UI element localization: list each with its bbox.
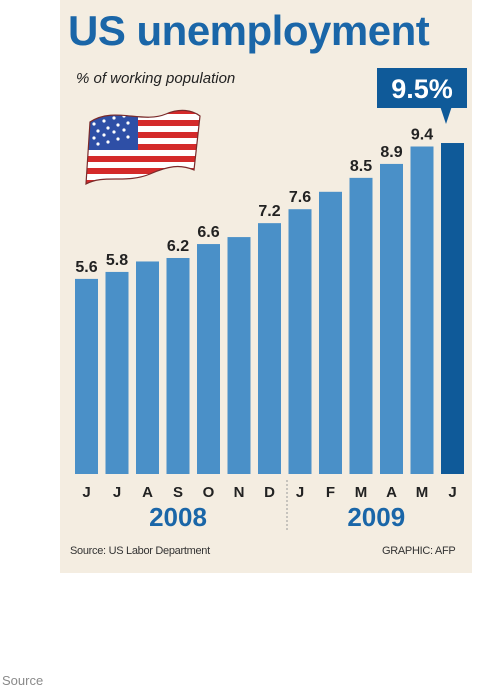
callout-pointer xyxy=(440,106,452,124)
chart-title: US unemployment xyxy=(68,7,430,54)
bar-5 xyxy=(227,237,251,474)
us-flag-icon xyxy=(85,109,201,186)
source-note: Source: US Labor Department xyxy=(70,545,210,557)
x-tick-label-2: A xyxy=(142,484,153,501)
value-label-0: 5.6 xyxy=(75,259,97,276)
bar-8 xyxy=(319,191,342,474)
x-tick-label-12: J xyxy=(448,484,456,501)
highlight-callout: 9.5% xyxy=(377,68,467,124)
value-label-6: 7.2 xyxy=(258,203,280,220)
footer-source: Source xyxy=(2,673,44,688)
callout-label: 9.5% xyxy=(391,74,453,104)
value-label-11: 9.4 xyxy=(411,127,433,144)
graphic-credit: GRAPHIC: AFP xyxy=(382,545,456,557)
x-tick-label-8: F xyxy=(326,484,335,501)
value-label-3: 6.2 xyxy=(167,238,189,255)
year-label-2008: 2008 xyxy=(149,502,207,532)
bar-0 xyxy=(75,278,98,474)
value-label-1: 5.8 xyxy=(106,252,128,269)
value-label-9: 8.5 xyxy=(350,158,372,175)
bar-4 xyxy=(197,244,220,474)
x-tick-label-7: J xyxy=(296,484,304,501)
x-tick-label-5: N xyxy=(234,484,245,501)
value-label-10: 8.9 xyxy=(380,144,402,161)
bar-7 xyxy=(288,209,312,474)
x-tick-label-9: M xyxy=(355,484,368,501)
bar-3 xyxy=(166,257,190,474)
x-tick-label-0: J xyxy=(82,484,90,501)
x-tick-label-4: O xyxy=(203,484,215,501)
x-tick-label-3: S xyxy=(173,484,183,501)
x-tick-label-1: J xyxy=(113,484,121,501)
value-label-7: 7.6 xyxy=(289,189,311,206)
callout-box xyxy=(377,68,467,108)
chart-subtitle: % of working population xyxy=(76,70,236,87)
x-tick-label-6: D xyxy=(264,484,275,501)
bar-1 xyxy=(105,271,129,474)
bar-2 xyxy=(136,261,159,474)
bar-11 xyxy=(410,146,434,474)
x-tick-label-11: M xyxy=(416,484,429,501)
value-label-4: 6.6 xyxy=(197,224,219,241)
bar-6 xyxy=(258,223,281,474)
bar-9 xyxy=(349,177,373,475)
bar-12 xyxy=(441,143,464,474)
x-tick-label-10: A xyxy=(386,484,397,501)
year-label-2009: 2009 xyxy=(347,502,405,532)
bar-10 xyxy=(380,163,403,474)
